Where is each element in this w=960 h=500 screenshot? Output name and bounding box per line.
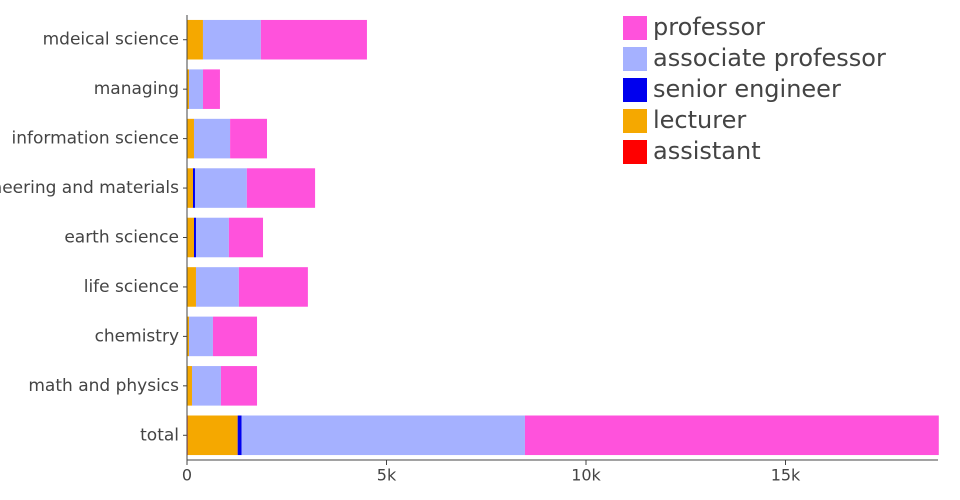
bar-segment: [188, 69, 203, 109]
bar-segment: [192, 168, 195, 208]
bar-segment: [187, 19, 203, 60]
legend-label: senior engineer: [653, 75, 841, 103]
bar-segment: [238, 267, 308, 307]
bar-segment: [246, 168, 316, 208]
bar-segment: [202, 19, 261, 60]
legend-label: assistant: [653, 137, 761, 165]
bar-segment: [187, 267, 196, 307]
legend-swatch: [623, 140, 647, 164]
bar-segment: [228, 217, 264, 258]
legend-swatch: [623, 47, 647, 71]
bar-segment: [188, 316, 213, 357]
bar-segment: [193, 118, 231, 159]
y-tick-label: engineering and materials: [0, 178, 179, 198]
legend-label: lecturer: [653, 106, 746, 134]
bar-segment: [187, 316, 189, 357]
bar-segment: [187, 118, 194, 159]
y-tick-label: math and physics: [28, 376, 179, 396]
bar-segment: [187, 415, 238, 456]
legend-label: associate professor: [653, 44, 886, 72]
bar-segment: [193, 217, 196, 258]
bar-segment: [194, 168, 247, 208]
bar-segment: [187, 366, 192, 406]
bar-segment: [202, 69, 220, 109]
legend-label: professor: [653, 13, 765, 41]
x-tick-label: 5k: [377, 466, 397, 485]
x-tick-label: 10k: [571, 466, 601, 485]
bar-segment: [187, 69, 189, 109]
bar-segment: [191, 366, 221, 406]
legend-swatch: [623, 78, 647, 102]
x-tick-label: 0: [182, 466, 192, 485]
x-tick-label: 15k: [771, 466, 801, 485]
bar-segment: [195, 267, 239, 307]
y-tick-label: earth science: [64, 228, 179, 248]
y-tick-label: mdeical science: [43, 30, 179, 50]
y-tick-label: information science: [12, 129, 180, 149]
bar-segment: [187, 217, 194, 258]
y-tick-label: managing: [94, 79, 179, 99]
bar-segment: [220, 366, 258, 406]
legend-swatch: [623, 109, 647, 133]
y-tick-label: total: [140, 425, 179, 445]
bar-segment: [195, 217, 229, 258]
bar-segment: [187, 168, 193, 208]
bar-segment: [230, 118, 267, 159]
bar-segment: [212, 316, 258, 357]
bar-segment: [241, 415, 525, 456]
bar-segment: [260, 19, 367, 60]
y-tick-label: chemistry: [95, 326, 179, 346]
y-tick-label: life science: [84, 277, 179, 297]
bar-segment: [237, 415, 242, 456]
legend-swatch: [623, 16, 647, 40]
bar-segment: [524, 415, 939, 456]
